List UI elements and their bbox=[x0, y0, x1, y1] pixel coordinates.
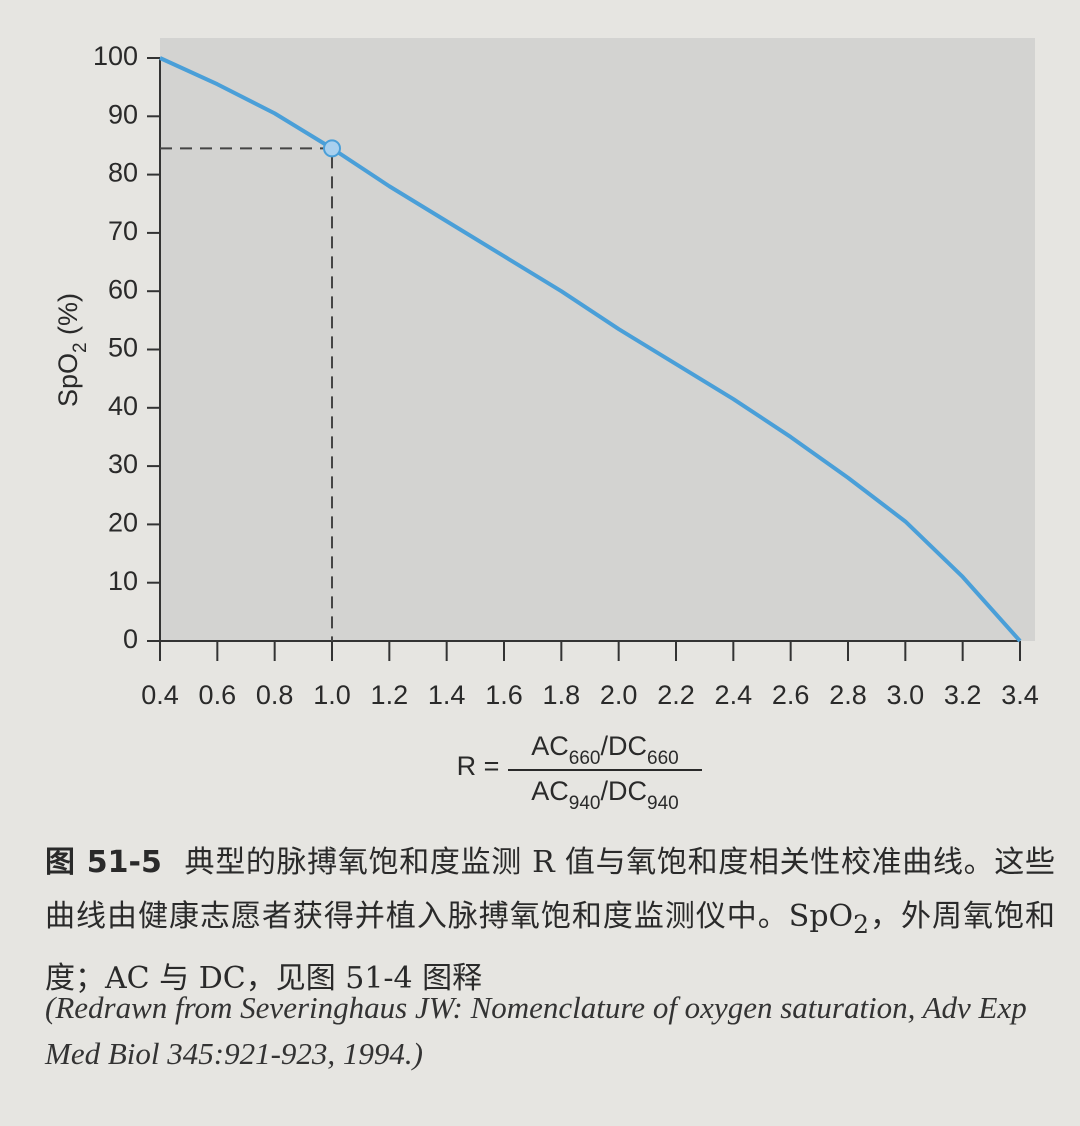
y-tick-label: 60 bbox=[108, 274, 138, 304]
x-tick-label: 1.8 bbox=[543, 680, 581, 710]
y-tick-label: 10 bbox=[108, 566, 138, 596]
label-part: AC bbox=[531, 731, 569, 761]
y-tick-label: 30 bbox=[108, 449, 138, 479]
y-tick-label: 90 bbox=[108, 99, 138, 129]
x-label-denominator: AC940/DC940 bbox=[531, 776, 678, 813]
x-tick-label: 3.0 bbox=[887, 680, 925, 710]
label-part: /DC bbox=[601, 776, 648, 806]
x-label-numerator: AC660/DC660 bbox=[531, 731, 678, 768]
subscript: 940 bbox=[569, 793, 601, 814]
y-tick-label: 20 bbox=[108, 508, 138, 538]
label-part: AC bbox=[531, 776, 569, 806]
subscript: 2 bbox=[70, 342, 91, 353]
x-tick-label: 2.6 bbox=[772, 680, 810, 710]
caption-text: ，外周氧饱和度；AC 与 DC，见图 51-4 图释 bbox=[45, 899, 1055, 996]
y-tick-label: 100 bbox=[93, 41, 138, 71]
x-tick-label: 2.4 bbox=[715, 680, 753, 710]
x-tick-label: 1.4 bbox=[428, 680, 466, 710]
curve bbox=[159, 56, 1022, 643]
x-tick-label: 2.0 bbox=[600, 680, 638, 710]
subscript: 940 bbox=[647, 793, 679, 814]
x-tick-label: 0.8 bbox=[256, 680, 294, 710]
x-tick-label: 1.0 bbox=[313, 680, 351, 710]
y-tick-label: 80 bbox=[108, 158, 138, 188]
label-part: SpO bbox=[53, 353, 83, 407]
chart: SpO2 (%) R = AC660/DC660 AC940/DC940 010… bbox=[53, 38, 1039, 814]
caption-text: 典型的脉搏氧饱和度监测 R 值与氧饱和度相关性校准曲线。这些曲线由健康志愿者获得… bbox=[45, 845, 1055, 934]
plot-area bbox=[160, 38, 1035, 641]
x-label-lhs: R = bbox=[457, 751, 500, 781]
x-tick-label: 3.4 bbox=[1001, 680, 1039, 710]
highlight-point bbox=[323, 139, 341, 158]
subscript: 660 bbox=[569, 748, 601, 769]
x-tick-label: 1.6 bbox=[485, 680, 523, 710]
y-axis-label: SpO2 (%) bbox=[53, 293, 90, 407]
label-part: (%) bbox=[53, 293, 83, 343]
y-tick-label: 0 bbox=[123, 624, 138, 654]
y-tick-label: 50 bbox=[108, 333, 138, 363]
x-tick-label: 3.2 bbox=[944, 680, 982, 710]
y-tick-label: 70 bbox=[108, 216, 138, 246]
caption-subscript: 2 bbox=[853, 910, 870, 939]
x-tick-label: 0.4 bbox=[141, 680, 179, 710]
caption: 图 51-5 典型的脉搏氧饱和度监测 R 值与氧饱和度相关性校准曲线。这些曲线由健… bbox=[45, 836, 1055, 1006]
x-tick-label: 2.2 bbox=[657, 680, 695, 710]
x-tick-label: 2.8 bbox=[829, 680, 867, 710]
x-tick-label: 0.6 bbox=[199, 680, 237, 710]
label-part: /DC bbox=[601, 731, 648, 761]
subscript: 660 bbox=[647, 748, 679, 769]
x-tick-label: 1.2 bbox=[371, 680, 409, 710]
citation: (Redrawn from Severinghaus JW: Nomenclat… bbox=[45, 990, 1027, 1071]
figure-number: 图 51-5 bbox=[45, 845, 162, 880]
y-tick-label: 40 bbox=[108, 391, 138, 421]
